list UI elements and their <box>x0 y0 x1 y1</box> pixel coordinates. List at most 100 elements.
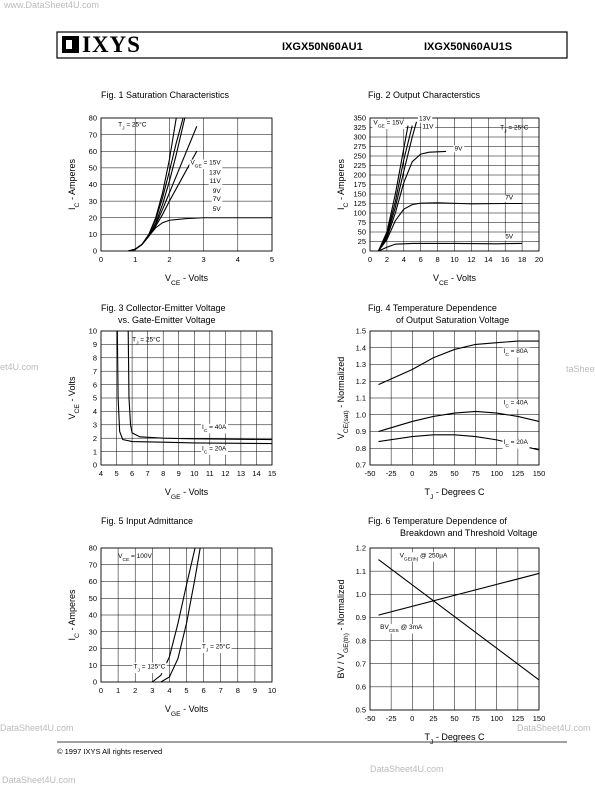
x-tick-label: 4 <box>236 255 240 264</box>
footer-text: © 1997 IXYS All rights reserved <box>57 747 162 756</box>
chart-title: Fig. 2 Output Characterstics <box>368 90 481 100</box>
x-tick-label: 10 <box>190 469 198 478</box>
curve-label: IC = 80A <box>504 348 529 358</box>
annotation-part: = 100V <box>129 553 152 560</box>
plot-frame <box>369 547 540 711</box>
curve-label-part: @ 3mA <box>399 624 423 631</box>
y-tick-label: 125 <box>353 199 366 208</box>
y-tick-label: 40 <box>89 180 97 189</box>
x-tick-label: 0 <box>410 469 414 478</box>
x-tick-label: 12 <box>467 255 475 264</box>
curve-label: VGE(th) @ 250µA <box>400 552 448 562</box>
y-tick-label: 10 <box>89 327 97 336</box>
x-tick-label: 125 <box>512 714 525 723</box>
x-tick-label: 12 <box>221 469 229 478</box>
x-axis-label-part: V <box>165 273 171 283</box>
curve-label-bg <box>421 123 436 131</box>
x-tick-label: 25 <box>429 714 437 723</box>
chart-title: vs. Gate-Emitter Voltage <box>118 315 216 325</box>
watermark: DataSheet4U.com <box>370 764 444 774</box>
curve-label-part: @ 250µA <box>418 552 448 559</box>
curve <box>128 217 272 252</box>
x-tick-label: 1 <box>116 686 120 695</box>
curve-label-bg <box>208 169 223 177</box>
chart-title: Fig. 5 Input Admittance <box>101 516 193 526</box>
curve-label-bg <box>201 423 229 434</box>
curve <box>377 121 418 252</box>
x-tick-label: 6 <box>202 686 206 695</box>
curve-label-part: 11V <box>422 124 434 131</box>
annotation-part: T <box>118 121 122 128</box>
y-tick-label: 40 <box>89 611 97 620</box>
x-tick-label: 5 <box>270 255 274 264</box>
curve-label-sub: GE <box>378 123 386 129</box>
curve-label-part: 9V <box>455 145 464 152</box>
y-tick-label: 20 <box>89 213 97 222</box>
y-tick-label: 175 <box>353 180 366 189</box>
curve-label-bg <box>211 206 223 214</box>
y-axis-label: IC - Amperes <box>336 159 350 210</box>
x-tick-label: -25 <box>386 714 397 723</box>
y-axis-label-part: BV / V <box>336 653 346 679</box>
y-tick-label: 0.6 <box>356 683 366 692</box>
y-tick-label: 300 <box>353 133 366 142</box>
x-axis-label-part: T <box>425 487 431 497</box>
y-tick-label: 25 <box>358 237 366 246</box>
x-tick-label: 9 <box>253 686 257 695</box>
y-tick-label: 50 <box>89 594 97 603</box>
curve-label-part: 5V <box>213 206 222 213</box>
curve-label-part: V <box>373 119 378 126</box>
curve-label: 11V <box>422 124 434 131</box>
curve-label: 9V <box>455 145 464 152</box>
x-tick-label: 150 <box>533 469 546 478</box>
curve-label-bg <box>201 445 229 455</box>
y-axis-label: VCE - Volts <box>67 376 81 419</box>
x-axis-label: VGE - Volts <box>165 487 209 501</box>
annotation-part: T <box>500 124 504 131</box>
x-axis-label: VCE - Volts <box>433 273 476 287</box>
x-tick-label: 6 <box>419 255 423 264</box>
y-tick-label: 0 <box>93 247 97 256</box>
y-axis-label-part: I <box>67 207 77 210</box>
curve <box>377 125 413 252</box>
curve <box>378 340 539 386</box>
x-tick-label: 100 <box>490 469 503 478</box>
x-tick-label: 7 <box>219 686 223 695</box>
y-axis-label-part: - Volts <box>67 376 77 404</box>
curve-label-sub: C <box>505 403 509 409</box>
curve-label-part: 13V <box>209 170 221 177</box>
curve-label-bg <box>502 399 530 410</box>
annotation-sub: J <box>136 340 139 346</box>
y-tick-label: 10 <box>89 230 97 239</box>
curve-label-sub: C <box>505 351 509 357</box>
x-axis-label-part: - Degrees C <box>433 487 485 497</box>
watermark: taSheet4U.com <box>566 364 595 374</box>
x-tick-label: 50 <box>450 469 458 478</box>
chart-title: Fig. 1 Saturation Characteristics <box>101 90 230 100</box>
x-tick-label: 4 <box>402 255 406 264</box>
y-axis-label-sub: GE(th) <box>343 633 350 653</box>
x-tick-label: 150 <box>533 714 546 723</box>
curve-label-bg <box>189 159 223 170</box>
x-tick-label: 100 <box>490 714 503 723</box>
y-tick-label: 0 <box>93 461 97 470</box>
part-number: IXGX50N60AU1 <box>282 41 363 53</box>
y-tick-label: 1.0 <box>356 410 366 419</box>
y-tick-label: 0.8 <box>356 636 366 645</box>
y-tick-label: 2 <box>93 434 97 443</box>
curve-label-bg <box>132 662 167 674</box>
y-tick-label: 20 <box>89 644 97 653</box>
x-tick-label: 10 <box>268 686 276 695</box>
curve-label-part: 11V <box>210 178 222 185</box>
x-tick-label: 6 <box>130 469 134 478</box>
annotation-sub: J <box>504 128 507 134</box>
x-tick-label: -50 <box>365 469 376 478</box>
x-tick-label: 2 <box>385 255 389 264</box>
curve-label-part: I <box>202 424 204 431</box>
x-tick-label: 7 <box>146 469 150 478</box>
x-tick-label: 4 <box>167 686 171 695</box>
curve-label-part: 9V <box>213 188 222 195</box>
y-tick-label: 30 <box>89 197 97 206</box>
x-tick-label: 14 <box>484 255 492 264</box>
y-tick-label: 1.5 <box>356 327 366 336</box>
